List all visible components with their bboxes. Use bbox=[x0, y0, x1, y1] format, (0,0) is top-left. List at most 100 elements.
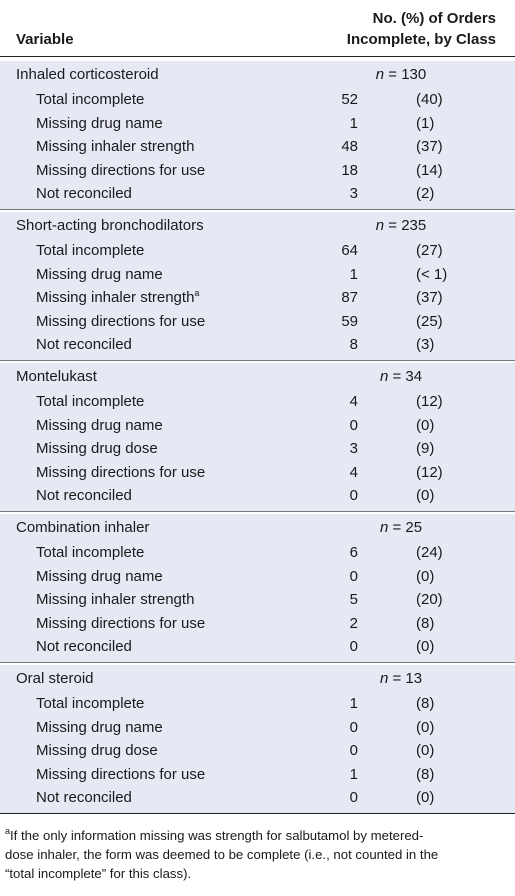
class-name: Montelukast bbox=[16, 368, 97, 385]
row-count: 0 bbox=[349, 567, 358, 585]
row-count: 0 bbox=[349, 742, 358, 759]
row-count: 4 bbox=[349, 393, 358, 410]
row-count: 0 bbox=[349, 416, 358, 434]
class-name: Inhaled corticosteroid bbox=[16, 66, 159, 83]
row-count: 1 bbox=[349, 695, 358, 712]
row-percent: (2) bbox=[416, 185, 435, 202]
row-percent: (8) bbox=[416, 695, 435, 712]
row-label: Not reconciled bbox=[36, 336, 132, 353]
table-row: Missing directions for use 2 (8) bbox=[0, 612, 515, 636]
row-label: Missing inhaler strength bbox=[36, 138, 195, 155]
class-row: Montelukast n = 34 bbox=[0, 365, 515, 389]
table-row: Total incomplete 1 (8) bbox=[0, 692, 515, 716]
row-percent: (9) bbox=[416, 440, 435, 457]
row-count: 4 bbox=[349, 463, 358, 481]
row-count: 0 bbox=[349, 487, 358, 504]
table-row: Not reconciled 0 (0) bbox=[0, 484, 515, 508]
table-row: Not reconciled 8 (3) bbox=[0, 333, 515, 357]
n-symbol: n bbox=[379, 368, 389, 385]
table-row: Not reconciled 0 (0) bbox=[0, 635, 515, 659]
section-combination-inhaler: Combination inhaler n = 25 Total incompl… bbox=[0, 514, 515, 663]
class-name: Combination inhaler bbox=[16, 519, 150, 536]
section-short-acting-bronchodilators: Short-acting bronchodilators n = 235 Tot… bbox=[0, 212, 515, 361]
class-row: Inhaled corticosteroid n = 130 bbox=[0, 63, 515, 87]
row-count: 87 bbox=[341, 289, 358, 306]
n-symbol: n bbox=[375, 66, 385, 83]
row-label: Missing inhaler strengtha bbox=[36, 286, 199, 310]
row-count: 6 bbox=[349, 544, 358, 561]
row-label: Missing directions for use bbox=[36, 161, 206, 179]
row-count: 2 bbox=[349, 614, 358, 632]
row-percent: (3) bbox=[416, 336, 435, 353]
n-value: = 34 bbox=[388, 368, 423, 385]
row-percent: (25) bbox=[416, 312, 443, 330]
row-count: 8 bbox=[349, 336, 358, 353]
row-count: 52 bbox=[341, 91, 358, 108]
table-row: Missing directions for use 1 (8) bbox=[0, 763, 515, 787]
row-label: Not reconciled bbox=[36, 487, 132, 504]
row-label: Missing drug dose bbox=[36, 440, 158, 457]
row-label: Missing drug name bbox=[36, 416, 163, 434]
row-count: 1 bbox=[349, 265, 358, 283]
table-row: Missing drug dose 0 (0) bbox=[0, 739, 515, 763]
table-row: Total incomplete 6 (24) bbox=[0, 541, 515, 565]
n-value: = 13 bbox=[388, 670, 423, 687]
table-row: Not reconciled 3 (2) bbox=[0, 182, 515, 206]
class-row: Short-acting bronchodilators n = 235 bbox=[0, 214, 515, 238]
row-percent: (24) bbox=[416, 544, 443, 561]
row-label: Not reconciled bbox=[36, 185, 132, 202]
row-percent: (12) bbox=[416, 463, 443, 481]
table-row: Total incomplete 4 (12) bbox=[0, 390, 515, 414]
class-name: Short-acting bronchodilators bbox=[16, 217, 204, 234]
table-row: Missing inhaler strength 48 (37) bbox=[0, 135, 515, 159]
class-n: n = 25 bbox=[361, 516, 441, 540]
row-percent: (0) bbox=[416, 789, 435, 806]
row-percent: (14) bbox=[416, 161, 443, 179]
n-symbol: n bbox=[379, 519, 389, 536]
table-row: Missing drug name 1 (1) bbox=[0, 112, 515, 136]
n-value: = 235 bbox=[384, 217, 427, 234]
table-row: Missing directions for use 4 (12) bbox=[0, 461, 515, 485]
section-inhaled-corticosteroid: Inhaled corticosteroid n = 130 Total inc… bbox=[0, 61, 515, 210]
table-row: Total incomplete 64 (27) bbox=[0, 239, 515, 263]
section-oral-steroid: Oral steroid n = 13 Total incomplete 1 (… bbox=[0, 665, 515, 814]
row-label: Missing drug name bbox=[36, 718, 163, 736]
row-percent: (27) bbox=[416, 242, 443, 259]
table-row: Missing drug name 1 (< 1) bbox=[0, 263, 515, 287]
footnote-marker: a bbox=[5, 826, 11, 836]
row-count: 48 bbox=[341, 138, 358, 155]
row-label: Missing drug dose bbox=[36, 742, 158, 759]
row-label: Total incomplete bbox=[36, 91, 145, 108]
row-count: 3 bbox=[349, 440, 358, 457]
row-percent: (0) bbox=[416, 718, 435, 736]
row-label: Missing inhaler strength bbox=[36, 591, 195, 608]
row-percent: (37) bbox=[416, 289, 443, 306]
row-count: 5 bbox=[349, 591, 358, 608]
class-n: n = 34 bbox=[361, 365, 441, 389]
row-label: Not reconciled bbox=[36, 638, 132, 655]
row-label: Missing directions for use bbox=[36, 312, 206, 330]
row-label: Missing drug name bbox=[36, 265, 163, 283]
table-row: Missing drug name 0 (0) bbox=[0, 716, 515, 740]
row-label: Missing drug name bbox=[36, 114, 163, 132]
class-n: n = 13 bbox=[361, 667, 441, 691]
row-label: Total incomplete bbox=[36, 393, 145, 410]
column-header-line1: No. (%) of Orders bbox=[372, 10, 496, 27]
table-footnote: aIf the only information missing was str… bbox=[5, 826, 510, 883]
row-percent: (8) bbox=[416, 765, 435, 783]
row-count: 0 bbox=[349, 638, 358, 655]
footnote-line-3: “total incomplete” for this class). bbox=[5, 866, 192, 881]
row-percent: (1) bbox=[416, 114, 435, 132]
row-count: 64 bbox=[341, 242, 358, 259]
row-label: Not reconciled bbox=[36, 789, 132, 806]
row-percent: (0) bbox=[416, 416, 435, 434]
class-row: Oral steroid n = 13 bbox=[0, 667, 515, 691]
column-header-line2: Incomplete, by Class bbox=[346, 31, 496, 48]
n-symbol: n bbox=[375, 217, 385, 234]
row-label: Missing directions for use bbox=[36, 463, 206, 481]
row-label-text: Missing inhaler strength bbox=[36, 289, 195, 306]
row-label: Total incomplete bbox=[36, 544, 145, 561]
row-count: 59 bbox=[341, 312, 358, 330]
row-percent: (0) bbox=[416, 742, 435, 759]
